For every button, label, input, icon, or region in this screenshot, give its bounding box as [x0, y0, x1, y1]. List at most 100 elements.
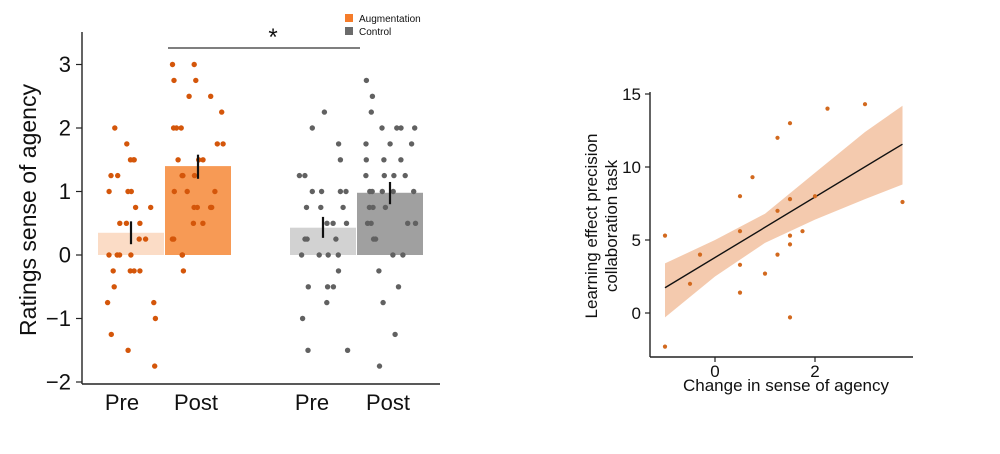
right-x-tick-label-0: 0 [710, 362, 719, 381]
data-point-control-post-21 [370, 204, 376, 211]
scatter-point-15 [787, 233, 793, 238]
right-y-tick-label-1: 5 [632, 231, 641, 250]
data-point-control-post-0 [363, 77, 370, 84]
scatter-point-17 [787, 315, 793, 320]
data-point-control-post-19 [369, 188, 375, 195]
data-point-control-pre-19 [325, 252, 331, 258]
data-point-augmentation-pre-21 [104, 299, 111, 306]
data-point-control-post-17 [390, 188, 396, 195]
left-y-axis-label: Ratings sense of agency [15, 84, 41, 336]
scatter-point-11 [775, 208, 780, 213]
data-point-control-post-3 [394, 125, 400, 131]
scatter-point-6 [737, 290, 743, 295]
data-point-augmentation-post-10 [214, 141, 220, 147]
scatter-point-16 [787, 242, 793, 247]
data-point-control-pre-13 [343, 220, 350, 226]
scatter-point-22 [900, 199, 905, 205]
data-point-control-pre-22 [324, 284, 331, 290]
data-point-augmentation-pre-31 [116, 252, 123, 258]
data-point-control-pre-9 [343, 188, 349, 195]
scatter-point-8 [750, 175, 755, 180]
data-point-augmentation-pre-9 [123, 220, 130, 226]
data-point-augmentation-pre-22 [151, 299, 157, 306]
data-point-control-post-28 [400, 252, 406, 258]
data-point-control-pre-25 [324, 299, 330, 306]
data-point-augmentation-post-29 [180, 268, 187, 274]
data-point-augmentation-post-16 [191, 172, 198, 179]
category-label-augmentation-pre: Pre [105, 390, 139, 415]
left-y-tick-label-0: −2 [46, 370, 71, 395]
legend: Augmentation Control [345, 14, 421, 38]
data-point-control-post-13 [381, 172, 387, 179]
significance-asterisk: * [268, 24, 277, 51]
scatter-point-1 [662, 344, 668, 349]
data-point-control-post-35 [363, 141, 369, 147]
data-point-control-post-27 [372, 236, 379, 242]
bar-augmentation-post [165, 166, 231, 255]
data-point-control-post-29 [390, 252, 396, 258]
data-point-augmentation-post-19 [171, 188, 177, 195]
data-point-control-pre-20 [335, 252, 341, 258]
scatter-point-3 [687, 281, 693, 286]
data-point-control-post-36 [391, 172, 397, 179]
data-point-control-post-33 [392, 331, 398, 338]
data-point-augmentation-post-14 [200, 157, 206, 163]
data-point-control-post-24 [412, 220, 419, 226]
data-point-augmentation-post-30 [180, 172, 186, 179]
data-point-augmentation-post-0 [169, 61, 176, 68]
scatter-point-18 [800, 229, 805, 234]
data-point-control-post-22 [382, 204, 389, 211]
legend-label-augmentation: Augmentation [359, 14, 421, 25]
scatter-point-19 [812, 194, 818, 199]
data-point-control-post-2 [368, 109, 374, 115]
data-point-control-post-16 [411, 188, 417, 195]
right-y-ticks: 0 5 10 15 [622, 85, 650, 323]
left-y-tick-label-3: 1 [59, 179, 71, 204]
right-x-axis-label: Change in sense of agency [683, 376, 890, 395]
right-y-tick-label-0: 0 [632, 304, 641, 323]
data-point-augmentation-post-23 [200, 220, 206, 226]
data-point-control-pre-10 [318, 204, 324, 211]
left-y-ticks: −2 −1 0 1 2 3 [46, 52, 82, 395]
scatter-point-7 [737, 194, 743, 199]
data-point-control-post-5 [412, 125, 418, 131]
data-points-layer [104, 61, 419, 369]
data-point-augmentation-post-2 [193, 77, 199, 84]
data-point-augmentation-post-21 [191, 204, 197, 211]
data-point-control-pre-21 [335, 268, 342, 274]
data-point-control-pre-28 [344, 347, 351, 353]
data-point-augmentation-post-26 [171, 236, 177, 242]
agency-bar-chart: −2 −1 0 1 2 3 Pre Post Pre Post Ratings sense… [15, 14, 440, 415]
data-point-augmentation-pre-26 [152, 363, 158, 369]
data-point-augmentation-pre-13 [106, 252, 112, 258]
right-x-tick-label-1: 2 [810, 362, 819, 381]
data-point-augmentation-post-5 [186, 93, 192, 100]
data-point-augmentation-post-24 [190, 220, 197, 226]
scatter-point-21 [862, 102, 868, 107]
left-y-tick-label-2: 0 [59, 243, 71, 268]
left-y-tick-label-4: 2 [59, 116, 71, 141]
data-point-control-pre-24 [330, 284, 337, 290]
regression-line [664, 143, 903, 289]
data-point-control-post-30 [376, 268, 382, 274]
data-point-control-pre-2 [335, 141, 342, 147]
scatter-points-layer [662, 102, 905, 349]
data-point-augmentation-pre-19 [127, 268, 133, 274]
data-point-control-post-1 [369, 93, 376, 100]
data-point-augmentation-post-3 [171, 77, 177, 84]
data-point-augmentation-post-4 [208, 93, 214, 100]
data-point-augmentation-pre-25 [125, 347, 131, 353]
data-point-augmentation-pre-20 [111, 284, 117, 290]
data-point-augmentation-pre-29 [130, 157, 137, 163]
data-point-control-post-8 [408, 141, 415, 147]
right-y-tick-label-2: 10 [622, 158, 641, 177]
data-point-augmentation-post-18 [212, 188, 218, 195]
data-point-control-post-14 [402, 172, 408, 179]
scatter-point-0 [662, 233, 668, 238]
data-point-control-post-10 [363, 157, 369, 163]
data-point-augmentation-post-1 [191, 61, 197, 68]
confidence-band [665, 105, 903, 318]
data-point-control-pre-0 [321, 109, 328, 115]
data-point-control-pre-29 [340, 204, 346, 211]
